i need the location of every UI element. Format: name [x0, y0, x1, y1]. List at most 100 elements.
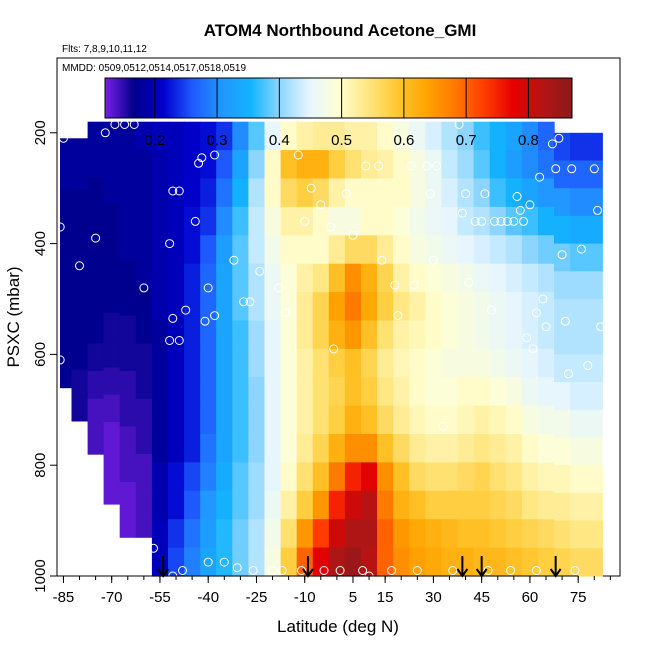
colorbar-tick-label: 0.2 [144, 132, 165, 149]
heatmap-cell [505, 150, 523, 180]
heatmap-cell [586, 382, 603, 411]
heatmap-cell [119, 315, 137, 344]
heatmap-cell [280, 206, 298, 236]
heatmap-cell [312, 178, 330, 208]
heatmap-cell [361, 121, 378, 151]
heatmap-cell [135, 343, 153, 372]
observation-point [448, 566, 458, 575]
heatmap-cell [216, 178, 233, 208]
observation-point [194, 158, 204, 168]
observation-point [174, 186, 184, 196]
heatmap-cell [200, 235, 217, 265]
heatmap-cell [312, 292, 330, 322]
heatmap-cell [71, 395, 89, 422]
observation-point [361, 161, 371, 171]
observation-point [293, 150, 303, 160]
heatmap-cell [151, 320, 169, 350]
heatmap-cell [377, 150, 394, 180]
heatmap-cell [570, 548, 587, 577]
heatmap-cell [296, 434, 314, 463]
heatmap-cell [409, 206, 426, 236]
heatmap-cell [554, 520, 571, 549]
heatmap-cell [296, 263, 314, 293]
heatmap-cell [151, 235, 169, 265]
observation-point [490, 216, 499, 226]
heatmap-cell [60, 188, 73, 214]
observation-point [120, 120, 130, 129]
heatmap-cell [425, 348, 443, 378]
chart-title: ATOM4 Northbound Acetone_GMI [204, 21, 477, 40]
heatmap-cell [457, 292, 475, 322]
heatmap-cell [232, 178, 249, 208]
observation-point [483, 566, 493, 575]
heatmap-cell [135, 260, 153, 289]
heatmap-cell [280, 320, 298, 350]
heatmap-cell [570, 409, 587, 439]
heatmap-cell [151, 263, 169, 293]
heatmap-cell [135, 177, 153, 206]
heatmap-cell [538, 462, 555, 492]
heatmap-cell [425, 235, 443, 265]
heatmap-cell [441, 206, 459, 236]
heatmap-cell [328, 377, 346, 407]
heatmap-cell [216, 292, 233, 322]
heatmap-cell [200, 434, 217, 463]
heatmap-cell [425, 519, 443, 549]
observation-point [512, 192, 522, 201]
heatmap-cell [264, 206, 282, 236]
heatmap-cell [441, 263, 459, 293]
heatmap-cell [312, 490, 330, 520]
observation-point [165, 336, 175, 345]
heatmap-cell [312, 121, 330, 151]
heatmap-cell [216, 405, 233, 435]
heatmap-cell [296, 292, 314, 322]
heatmap-cell [361, 434, 378, 463]
heatmap-cell [570, 160, 587, 189]
observation-point [428, 255, 438, 265]
heatmap-cell [409, 121, 426, 151]
heatmap-cell [184, 206, 201, 236]
heatmap-cell [489, 405, 507, 435]
heatmap-cell [570, 465, 587, 494]
observation-point [583, 361, 593, 370]
observation-point [564, 369, 573, 379]
observation-point [110, 120, 120, 129]
heatmap-cell [216, 150, 233, 180]
heatmap-cell [457, 235, 475, 265]
observation-point [457, 208, 467, 218]
heatmap-cell [119, 204, 137, 234]
heatmap-cell [361, 547, 378, 577]
observation-point [502, 216, 512, 226]
heatmap-cell [200, 519, 217, 549]
heatmap-cell [393, 320, 410, 350]
heatmap-cell [554, 299, 571, 328]
heatmap-cell [328, 292, 346, 322]
heatmap-cell [60, 362, 73, 389]
heatmap-cell [60, 287, 73, 314]
heatmap-cell [200, 150, 217, 180]
heatmap-cell [361, 462, 378, 492]
heatmap-cell [425, 206, 443, 236]
heatmap-cell [216, 263, 233, 293]
heatmap-cell [200, 405, 217, 435]
heatmap-cell [119, 149, 137, 178]
heatmap-cell [521, 377, 539, 407]
heatmap-cell [538, 377, 555, 407]
heatmap-cell [409, 263, 426, 293]
observation-point [358, 566, 368, 575]
heatmap-cell [184, 150, 201, 180]
heatmap-cell [119, 260, 137, 289]
observation-point [506, 566, 516, 575]
heatmap-cell [184, 519, 201, 549]
heatmap-cell [232, 235, 249, 265]
heatmap-cell [248, 121, 266, 151]
observation-point [570, 566, 580, 575]
heatmap-cell [441, 490, 459, 520]
heatmap-cell [361, 519, 378, 549]
heatmap-cell [71, 189, 89, 216]
heatmap-cell [103, 367, 121, 396]
heatmap-cell [328, 519, 346, 549]
heatmap-cell [328, 263, 346, 293]
heatmap-cell [135, 204, 153, 234]
colorbar-tick-label: 0.4 [269, 132, 290, 149]
